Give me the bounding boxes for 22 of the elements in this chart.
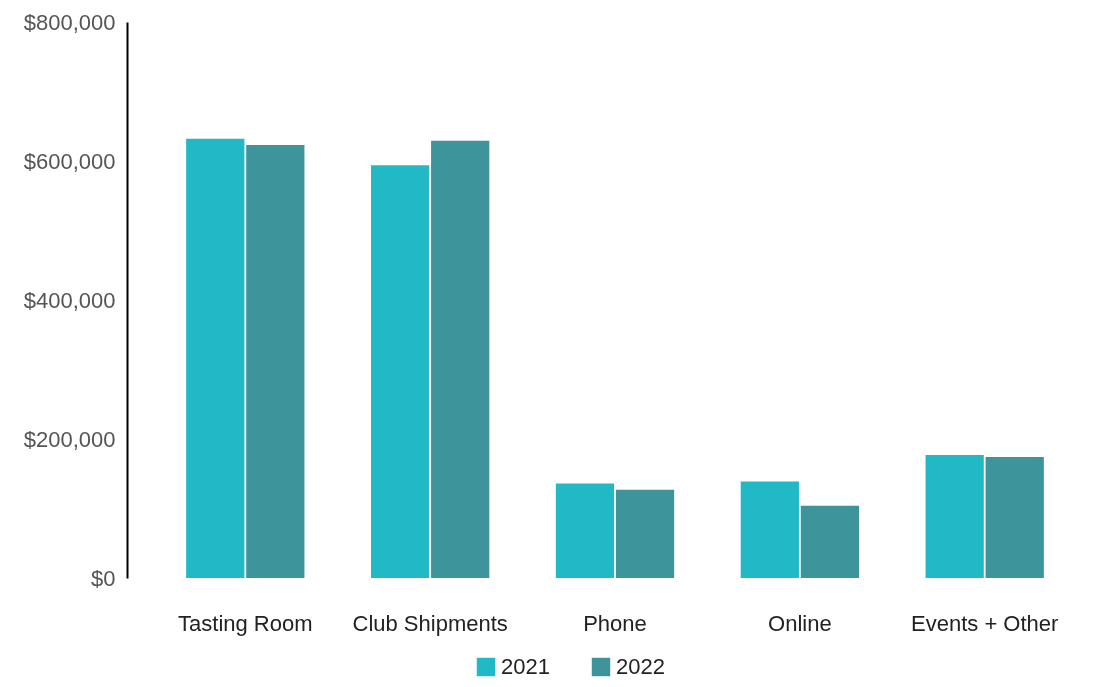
- y-tick-label: $800,000: [23, 9, 116, 35]
- x-tick-label: Events + Other: [911, 610, 1059, 636]
- x-tick-label: Phone: [583, 610, 647, 636]
- bar: [371, 165, 430, 578]
- legend-label: 2021: [501, 654, 550, 679]
- legend-label: 2022: [616, 654, 665, 679]
- y-tick-label: $400,000: [23, 287, 116, 313]
- y-tick-label: $200,000: [23, 426, 116, 452]
- bar: [800, 505, 859, 578]
- x-tick-label: Tasting Room: [178, 610, 313, 636]
- x-tick-label: Club Shipments: [352, 610, 508, 636]
- y-tick-label: $600,000: [23, 148, 116, 174]
- bar: [555, 483, 615, 578]
- bar: [925, 454, 984, 578]
- x-tick-label: Online: [768, 610, 832, 636]
- bar: [985, 457, 1044, 578]
- bar: [740, 481, 799, 578]
- bar: [246, 145, 305, 578]
- bar: [431, 140, 490, 578]
- y-tick-label: $0: [91, 565, 116, 591]
- bar: [615, 489, 675, 578]
- bar: [186, 138, 245, 578]
